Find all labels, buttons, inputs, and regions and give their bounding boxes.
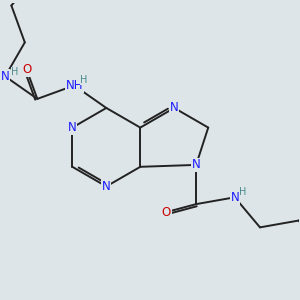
Text: N: N (1, 70, 10, 83)
Text: N: N (170, 101, 178, 115)
Text: N: N (68, 121, 77, 134)
Text: O: O (22, 63, 32, 76)
Text: N: N (102, 180, 111, 193)
Text: O: O (162, 206, 171, 219)
Text: H: H (239, 187, 247, 197)
Text: N: N (230, 191, 239, 204)
Text: H: H (11, 67, 19, 77)
Text: N: N (192, 158, 200, 171)
Text: H: H (80, 75, 88, 85)
Text: NH: NH (65, 79, 83, 92)
